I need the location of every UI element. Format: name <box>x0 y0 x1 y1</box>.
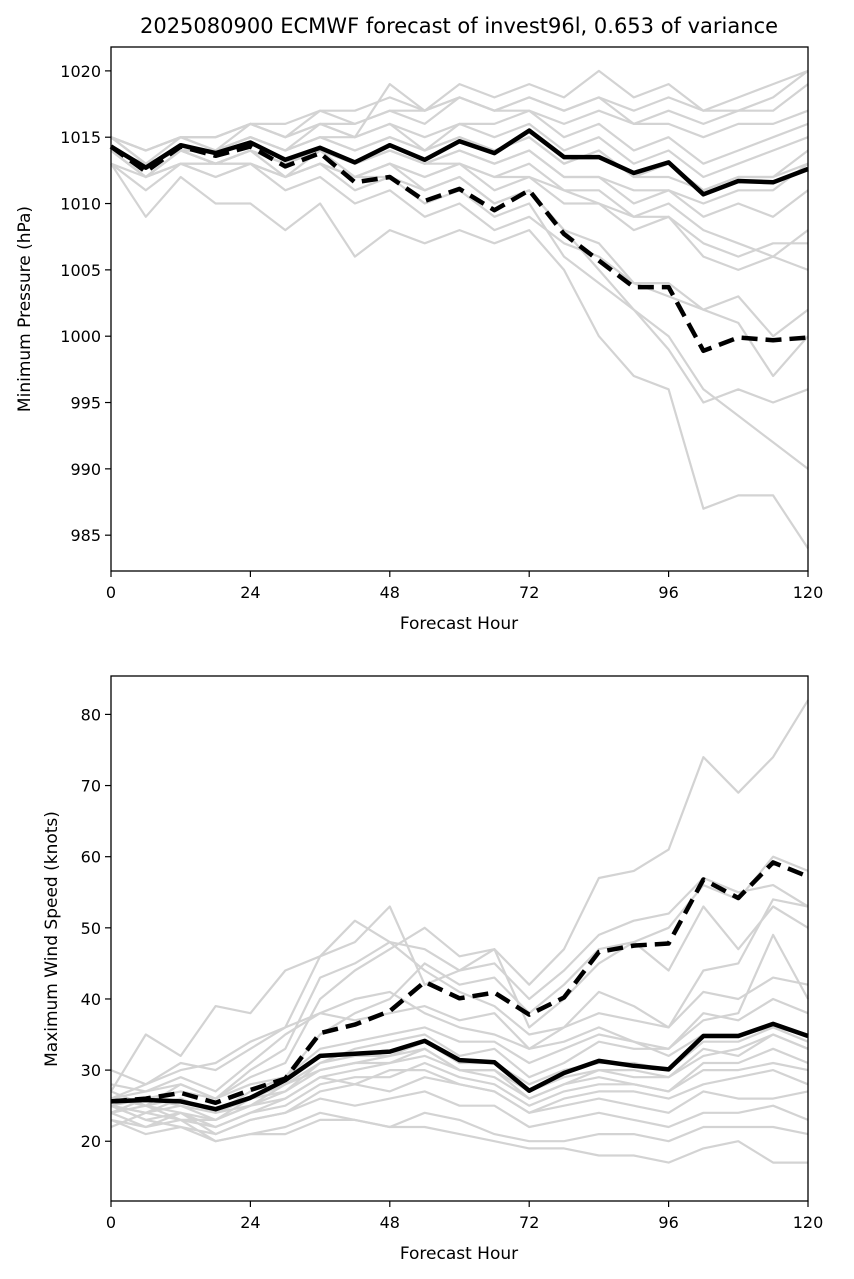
wind-x-tick-label-96: 96 <box>658 1213 678 1232</box>
wind-member-line-1 <box>110 699 809 1107</box>
pressure-member-line-9 <box>110 149 809 378</box>
pressure-y-tick-label-1000: 1000 <box>60 327 101 346</box>
pressure-x-ticks: 0 24 48 72 96 120 <box>106 571 823 602</box>
wind-y-ticks: 20 30 40 50 60 70 80 <box>81 705 111 1151</box>
pressure-solid-series-line <box>109 128 809 197</box>
pressure-y-tick-label-1020: 1020 <box>60 62 101 81</box>
wind-x-tick-label-0: 0 <box>106 1213 116 1232</box>
pressure-y-tick-label-1005: 1005 <box>60 261 101 280</box>
pressure-x-tick-label-48: 48 <box>380 583 400 602</box>
wind-member-line-16 <box>110 1004 809 1093</box>
pressure-y-tick-label-1015: 1015 <box>60 128 101 147</box>
wind-dashed-series-line <box>110 860 809 1106</box>
pressure-x-tick-label-120: 120 <box>793 583 824 602</box>
wind-x-axis-label: Forecast Hour <box>400 1244 518 1264</box>
pressure-member-line-3 <box>110 162 809 404</box>
wind-x-tick-label-24: 24 <box>240 1213 260 1232</box>
wind-x-tick-label-120: 120 <box>793 1213 824 1232</box>
wind-member-line-13 <box>110 1068 809 1136</box>
wind-member-line-3 <box>110 876 809 1100</box>
wind-plot-area <box>110 699 809 1164</box>
pressure-member-line-11 <box>110 149 809 271</box>
wind-y-tick-label-30: 30 <box>81 1061 101 1080</box>
pressure-y-tick-label-985: 985 <box>70 526 101 545</box>
wind-member-line-17 <box>110 1026 809 1122</box>
pressure-plot-area <box>109 69 809 550</box>
pressure-member-line-18 <box>110 149 808 258</box>
pressure-y-axis-label: Minimum Pressure (hPa) <box>15 206 35 412</box>
pressure-member-line-7 <box>110 149 809 271</box>
pressure-member-line-17 <box>110 96 809 152</box>
wind-y-tick-label-40: 40 <box>81 990 101 1009</box>
wind-y-tick-label-80: 80 <box>81 705 101 724</box>
wind-y-tick-label-20: 20 <box>81 1132 101 1151</box>
pressure-x-axis-label: Forecast Hour <box>400 614 518 634</box>
pressure-panel: 2025080900 ECMWF forecast of invest96l, … <box>15 14 823 634</box>
wind-y-tick-label-60: 60 <box>81 848 101 867</box>
wind-y-tick-label-50: 50 <box>81 919 101 938</box>
pressure-axes-frame <box>110 46 809 572</box>
wind-axes-frame <box>110 675 809 1202</box>
wind-member-line-8 <box>110 976 809 1100</box>
pressure-member-line-14 <box>110 69 809 152</box>
wind-y-tick-label-70: 70 <box>81 777 101 796</box>
pressure-y-ticks: 985 990 995 1000 1005 1010 1015 1020 <box>60 62 111 545</box>
wind-solid-series-line <box>110 1021 809 1112</box>
pressure-x-tick-label-24: 24 <box>240 583 260 602</box>
chart-title: 2025080900 ECMWF forecast of invest96l, … <box>140 14 778 38</box>
wind-x-ticks: 0 24 48 72 96 120 <box>106 1201 823 1232</box>
pressure-x-tick-label-0: 0 <box>106 583 116 602</box>
wind-member-line-6 <box>110 905 809 1086</box>
wind-y-axis-label: Maximum Wind Speed (knots) <box>42 811 62 1067</box>
wind-member-line-12 <box>110 898 809 1092</box>
wind-panel: 20 30 40 50 60 70 80 0 24 48 72 96 120 Forecast Hou… <box>42 675 823 1264</box>
wind-member-line-10 <box>110 1061 809 1129</box>
wind-x-tick-label-72: 72 <box>519 1213 539 1232</box>
pressure-y-tick-label-995: 995 <box>70 394 101 413</box>
pressure-member-line-4 <box>110 149 809 218</box>
wind-member-line-18 <box>110 1118 808 1164</box>
wind-member-line-19 <box>110 1033 809 1114</box>
pressure-member-line-6 <box>110 163 809 550</box>
pressure-y-tick-label-990: 990 <box>70 460 101 479</box>
pressure-dashed-series-line <box>109 144 809 354</box>
wind-member-line-2 <box>110 855 809 1114</box>
pressure-y-tick-label-1010: 1010 <box>60 195 101 214</box>
pressure-x-tick-label-96: 96 <box>658 583 678 602</box>
pressure-member-line-16 <box>110 149 809 338</box>
wind-member-line-9 <box>110 997 809 1107</box>
wind-x-tick-label-48: 48 <box>380 1213 400 1232</box>
pressure-x-tick-label-72: 72 <box>519 583 539 602</box>
